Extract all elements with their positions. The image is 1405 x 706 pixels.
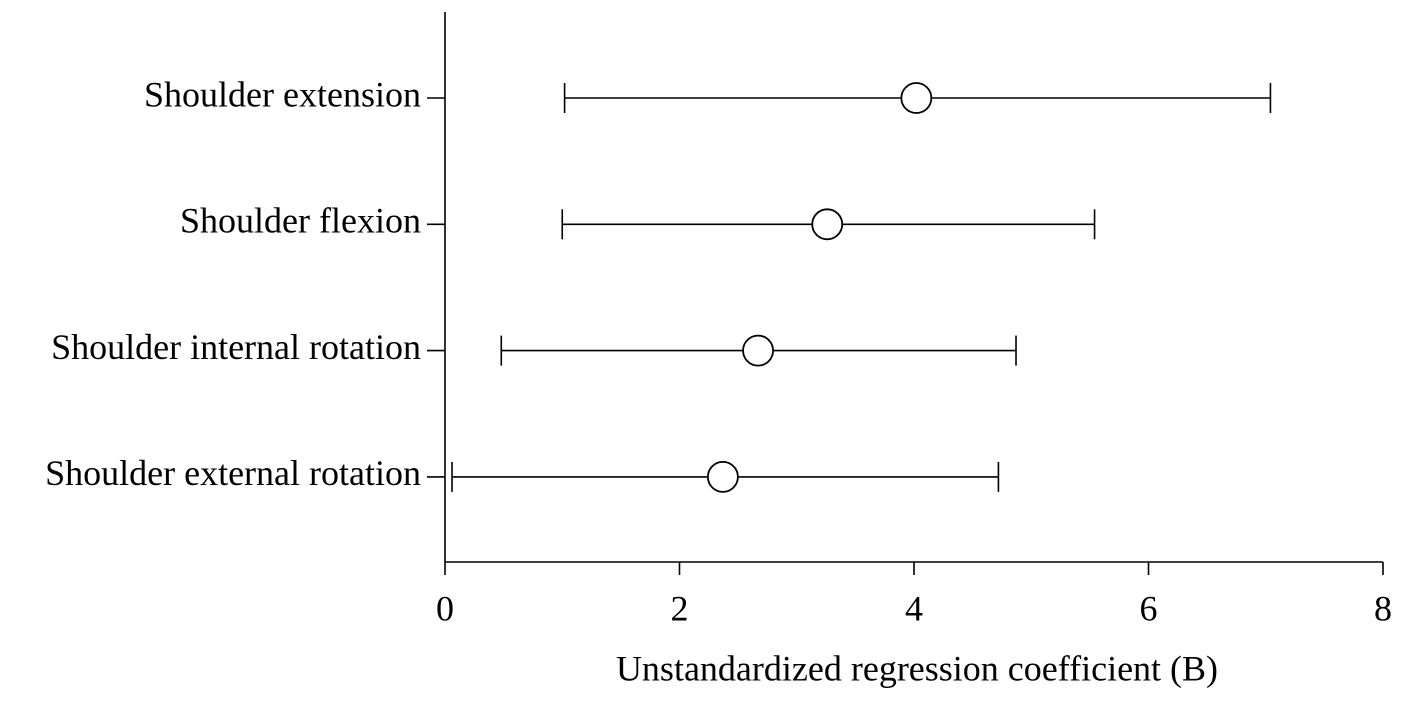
- point-estimate: [811, 208, 844, 241]
- y-tick-label: Shoulder extension: [144, 74, 421, 114]
- point-estimate: [706, 460, 739, 493]
- x-tick-label: 2: [671, 588, 689, 628]
- x-axis-title: Unstandardized regression coefficient (B…: [616, 648, 1218, 688]
- x-tick-label: 6: [1140, 588, 1158, 628]
- x-tick-label: 4: [905, 588, 923, 628]
- x-tick-label: 8: [1374, 588, 1392, 628]
- y-tick-label: Shoulder external rotation: [45, 453, 421, 493]
- point-estimate: [900, 82, 933, 114]
- y-tick-label: Shoulder internal rotation: [51, 327, 421, 367]
- y-tick-label: Shoulder flexion: [180, 201, 421, 241]
- x-tick-label: 0: [436, 588, 454, 628]
- point-estimate: [742, 334, 774, 367]
